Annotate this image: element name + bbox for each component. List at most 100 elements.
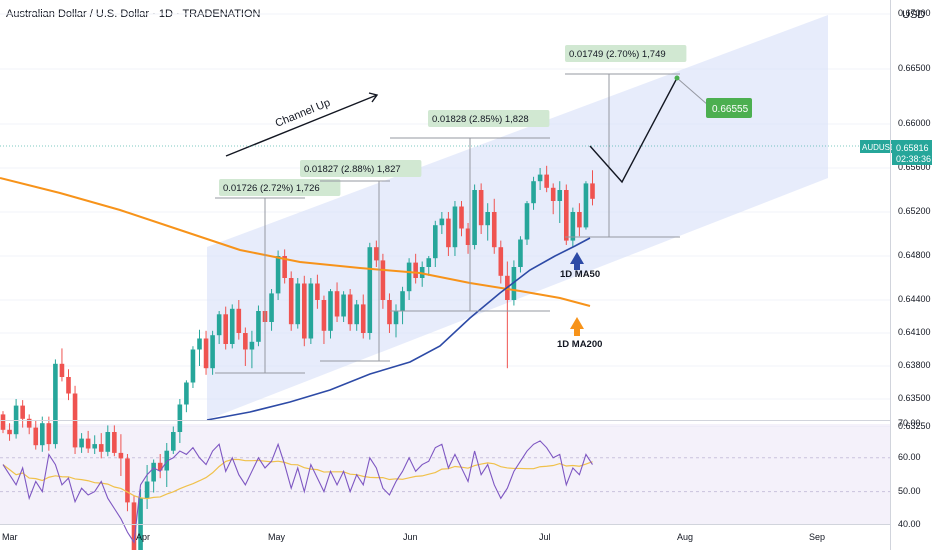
ma200-arrow bbox=[570, 317, 584, 336]
price-tick: 0.67000 bbox=[898, 8, 931, 18]
candle-body bbox=[354, 304, 359, 325]
candle-body bbox=[590, 183, 595, 199]
candle-body bbox=[26, 418, 32, 428]
candle-body bbox=[537, 174, 543, 182]
candle-body bbox=[171, 432, 176, 451]
symbol-tag-text: AUDUSD bbox=[862, 143, 896, 152]
candle-body bbox=[20, 405, 25, 419]
candle-body bbox=[85, 438, 91, 449]
candle-body bbox=[315, 283, 320, 300]
currency-label[interactable]: USD bbox=[902, 9, 926, 21]
candle-body bbox=[577, 212, 582, 228]
candle-body bbox=[452, 206, 458, 248]
channel-arrow-line bbox=[225, 94, 378, 157]
candle-body bbox=[511, 267, 517, 300]
ma200-line bbox=[0, 177, 591, 307]
rsi-tick: 50.00 bbox=[898, 485, 921, 496]
pane-divider[interactable] bbox=[0, 420, 890, 421]
candle-body bbox=[524, 203, 530, 240]
price-tick: 0.64800 bbox=[898, 250, 931, 260]
price-axis-divider bbox=[890, 0, 891, 550]
candle-body bbox=[243, 333, 248, 350]
time-tick: Jul bbox=[539, 532, 551, 542]
ma50-line bbox=[206, 237, 591, 421]
time-tick: May bbox=[268, 532, 286, 542]
candle-body bbox=[393, 311, 399, 325]
price-tick: 0.64100 bbox=[898, 327, 931, 337]
candle-body bbox=[105, 432, 111, 452]
candle-body bbox=[570, 212, 576, 241]
candle-body bbox=[485, 212, 490, 226]
candle-body bbox=[380, 260, 386, 300]
candle-body bbox=[144, 481, 150, 498]
price-tick: 0.65200 bbox=[898, 206, 931, 216]
candle-body bbox=[46, 423, 52, 445]
symbol-tag bbox=[860, 140, 892, 153]
candle-body bbox=[236, 308, 242, 333]
candle-body bbox=[210, 335, 215, 369]
measure-label-box bbox=[300, 160, 422, 177]
price-tick: 0.63500 bbox=[898, 393, 931, 403]
candle-body bbox=[288, 278, 294, 325]
candle-body bbox=[275, 256, 281, 294]
target-connector bbox=[676, 77, 709, 106]
candle-body bbox=[446, 218, 451, 248]
candle-body bbox=[40, 423, 45, 446]
candle-body bbox=[400, 291, 405, 311]
candle-body bbox=[367, 247, 373, 333]
candle-body bbox=[498, 247, 504, 276]
channel-arrow-head bbox=[368, 92, 379, 103]
candle-body bbox=[7, 429, 12, 435]
candle-body bbox=[112, 432, 117, 453]
target-label: 0.66555 bbox=[712, 104, 749, 115]
candle-body bbox=[0, 414, 6, 430]
projection-path bbox=[589, 77, 678, 184]
candle-body bbox=[203, 338, 209, 369]
candle-body bbox=[249, 341, 255, 350]
time-tick: Aug bbox=[677, 532, 694, 542]
candle-body bbox=[465, 228, 471, 245]
price-tag-countdown: 02:38:36 bbox=[896, 154, 931, 164]
target-label-box bbox=[706, 98, 752, 118]
candle-body bbox=[295, 283, 301, 325]
candle-body bbox=[433, 225, 438, 259]
candle-body bbox=[387, 300, 392, 325]
candle-body bbox=[33, 427, 39, 446]
candle-body bbox=[190, 349, 196, 383]
candle-body bbox=[531, 181, 536, 204]
rsi-tick: 60.00 bbox=[898, 451, 921, 462]
price-tick: 0.66500 bbox=[898, 63, 931, 73]
candle-body bbox=[197, 338, 202, 350]
candle-body bbox=[256, 311, 261, 342]
candle-body bbox=[13, 405, 19, 435]
measure-label: 0.01827 (2.88%) 1,827 bbox=[304, 164, 401, 175]
candle-body bbox=[223, 314, 228, 344]
ma50-label: 1D MA50 bbox=[560, 269, 600, 280]
measure-label: 0.01726 (2.72%) 1,726 bbox=[223, 183, 320, 194]
rsi-line bbox=[2, 440, 593, 544]
candle-body bbox=[151, 462, 156, 482]
ma50-arrow bbox=[570, 252, 584, 270]
candle-body bbox=[478, 190, 484, 226]
target-dot bbox=[674, 75, 680, 81]
measure-label-box bbox=[565, 45, 687, 62]
candle-body bbox=[282, 256, 287, 278]
candle-body bbox=[92, 444, 97, 449]
measure-label-box bbox=[428, 110, 550, 127]
candle-body bbox=[59, 363, 65, 377]
price-tick: 0.64400 bbox=[898, 294, 931, 304]
candle-body bbox=[439, 218, 445, 226]
candle-body bbox=[118, 452, 124, 459]
price-tag bbox=[892, 140, 932, 165]
candle-body bbox=[177, 404, 183, 432]
candle-body bbox=[321, 300, 327, 331]
candle-body bbox=[550, 187, 556, 201]
candle-body bbox=[53, 363, 58, 445]
candle-body bbox=[518, 239, 523, 267]
measure-label: 0.01749 (2.70%) 1,749 bbox=[569, 49, 666, 60]
candle-body bbox=[184, 382, 189, 405]
candle-body bbox=[406, 262, 412, 292]
candle-body bbox=[66, 377, 71, 394]
candle-body bbox=[98, 444, 104, 452]
